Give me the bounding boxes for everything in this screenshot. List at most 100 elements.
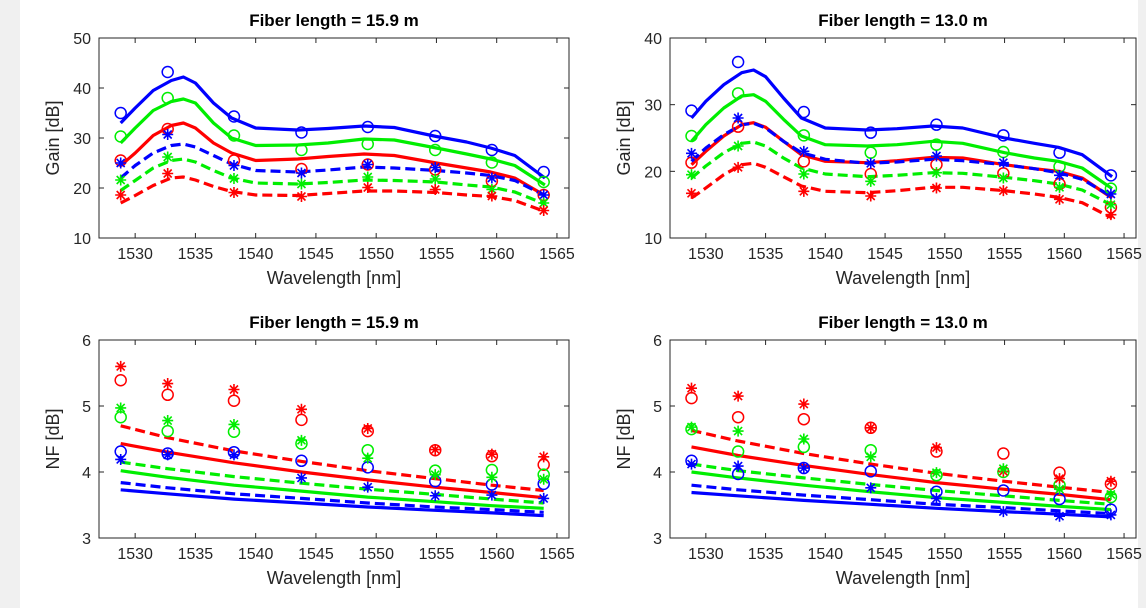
chart-4-xtick-label: 1550 [927,546,963,563]
chart-1: 1530 1535 1540 1545 1550 1555 1560 1565 10 20 30 40… [43,11,575,288]
chart-2-star-marker [686,187,698,199]
chart-3-ytick-label: 5 [82,399,91,416]
chart-4-xtick-label: 1565 [1106,546,1142,563]
chart-4-plot-area [685,382,1118,522]
chart-3-series-line-5-dashed [120,460,544,505]
chart-2-star-marker [997,172,1009,184]
chart-1-star-marker [115,157,127,169]
chart-2-star-marker [1105,188,1117,200]
chart-1-star-marker [429,184,441,195]
chart-2-ylabel: Gain [dB] [614,100,634,175]
chart-1-circle-marker [161,91,174,105]
chart-3-title: Fiber length = 15.9 m [249,313,419,332]
chart-3-star-marker [429,469,441,481]
chart-2-xtick-label: 1565 [1106,246,1142,263]
chart-2-circle-marker [685,129,698,143]
chart-3-circle-marker [227,394,241,407]
chart-4-star-marker [930,442,942,454]
chart-3-star-marker [429,444,441,456]
chart-2-star-marker [798,185,810,197]
chart-3-series-line-6-dashed [120,481,544,514]
chart-4-circle-marker [797,412,811,426]
chart-2-plot-area [685,55,1118,221]
chart-1-star-marker [486,190,498,202]
chart-3-ytick-label: 4 [82,465,91,482]
chart-1-series-line-4-dashed [119,142,546,197]
chart-1-star-marker [115,174,127,186]
chart-1-star-marker [486,172,498,184]
chart-1-star-marker [295,191,307,202]
chart-2-circle-marker [731,87,745,100]
chart-2-axes-box [669,37,1137,239]
chart-3-star-marker [115,453,127,465]
chart-2-xtick-label: 1540 [808,246,844,263]
chart-4-series-line-6-dashed [691,483,1111,516]
chart-2-xtick-label: 1560 [1047,246,1083,263]
chart-4-star-marker [1105,488,1117,500]
chart-2-xtick-label: 1550 [927,246,963,263]
chart-2-series-line-2-solid [690,93,1114,191]
chart-3-xtick-label: 1565 [539,546,575,563]
chart-1-star-marker [538,205,550,216]
chart-3-star-marker [362,452,374,464]
chart-1-star-marker [295,178,307,190]
chart-4-xtick-label: 1555 [987,546,1023,563]
chart-2-xtick-label: 1555 [987,246,1023,263]
chart-2-ytick-label: 40 [644,31,662,48]
chart-2-circle-marker [685,104,698,117]
chart-3-star-marker [228,418,240,430]
chart-1-circle-marker [361,120,374,134]
chart-2-series-line-5-dashed [690,140,1113,207]
chart-4-star-marker [1054,483,1066,495]
chart-3-plot-area [114,360,550,518]
chart-3-star-marker [115,360,127,372]
chart-3-xtick-label: 1530 [117,546,153,563]
chart-3-star-marker [538,492,550,504]
chart-4-ytick-label: 5 [653,399,662,416]
chart-1-xtick-label: 1560 [479,246,515,263]
chart-1-star-marker [362,182,374,193]
chart-2-star-marker [930,167,942,179]
chart-1-circle-marker [114,106,127,120]
chart-3-series-line-1-solid [120,442,544,500]
chart-3-star-marker [295,434,307,446]
chart-1-star-marker [228,173,240,184]
chart-3-series-line-3-solid [120,488,544,518]
chart-3-star-marker [295,472,307,484]
chart-4-star-marker [798,462,810,474]
chart-1-ylabel: Gain [dB] [43,100,63,175]
chart-4-ylabel: NF [dB] [614,408,634,469]
chart-4-star-marker [1054,473,1066,485]
chart-2-star-marker [732,112,744,124]
chart-2-star-marker [1054,193,1066,205]
chart-4-star-marker [865,451,877,463]
chart-2-star-marker [865,190,877,202]
chart-3-star-marker [362,422,374,434]
chart-1-circle-marker [537,165,550,179]
chart-2-circle-marker [864,126,877,139]
chart-3-ytick-label: 6 [82,333,91,350]
chart-3-xtick-label: 1560 [479,546,515,563]
chart-1-star-marker [162,129,174,140]
chart-1-xtick-label: 1565 [539,246,575,263]
chart-2-ytick-label: 20 [644,164,662,181]
chart-2-star-marker [1105,209,1117,221]
chart-1-series-line-1-solid [119,75,546,180]
chart-4-series-line-2-solid [691,470,1112,512]
chart-1-circle-marker [295,126,308,139]
chart-3: 1530 1535 1540 1545 1550 1555 1560 1565 3 4 5 6 Fibe… [43,313,575,588]
chart-1-circle-marker [537,175,550,189]
chart-4-star-marker [686,421,698,433]
chart-3-ytick-label: 3 [82,531,91,548]
chart-3-ylabel: NF [dB] [43,408,63,469]
chart-2-series-line-6-dashed [690,161,1113,220]
chart-4-star-marker [930,467,942,479]
chart-1-star-marker [538,197,550,209]
chart-3-star-marker [162,415,174,427]
chart-4-star-marker [865,482,877,494]
chart-1-series-line-3-solid [119,121,546,197]
chart-1-xlabel: Wavelength [nm] [267,268,401,288]
chart-1-xtick-label: 1540 [238,246,274,263]
chart-4-circle-marker [731,445,745,458]
chart-3-star-marker [538,451,550,463]
